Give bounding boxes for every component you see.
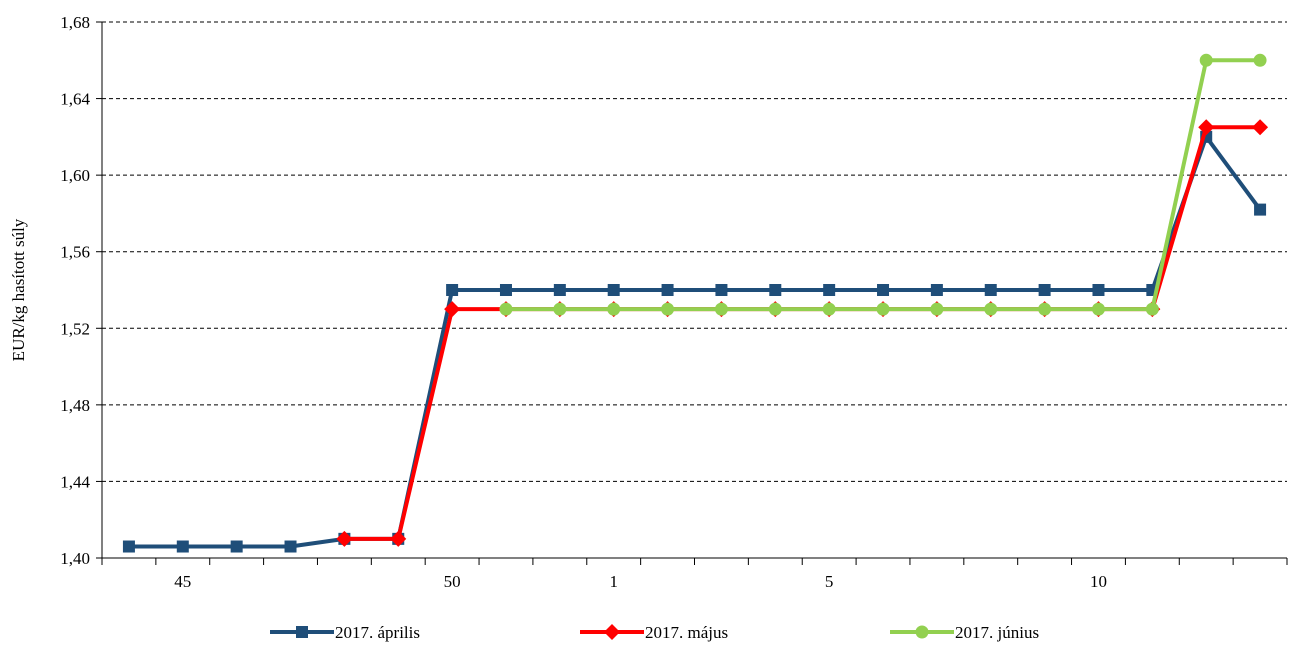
x-tick-label: 50	[444, 572, 461, 591]
data-point	[661, 302, 675, 316]
data-point	[607, 284, 620, 296]
data-point	[877, 284, 890, 296]
series-2	[336, 119, 1269, 547]
y-axis-label: EUR/kg hasított súly	[9, 218, 28, 361]
y-tick-label: 1,52	[60, 319, 90, 338]
y-tick-label: 1,56	[60, 243, 90, 262]
data-point	[553, 284, 566, 296]
data-point	[822, 302, 836, 316]
data-point	[499, 284, 512, 296]
data-point	[1253, 53, 1267, 67]
data-point	[768, 302, 782, 316]
data-point	[607, 302, 621, 316]
data-point	[1145, 302, 1159, 316]
data-point	[390, 530, 407, 547]
data-point	[1038, 302, 1052, 316]
data-point	[284, 540, 297, 553]
data-point	[823, 284, 836, 296]
series-1	[122, 130, 1267, 553]
data-point	[1199, 53, 1213, 67]
data-point	[1091, 302, 1105, 316]
legend-marker	[915, 625, 929, 639]
data-point	[1092, 284, 1105, 296]
y-tick-label: 1,68	[60, 13, 90, 32]
grid-lines	[102, 21, 1287, 482]
y-tick-label: 1,44	[60, 472, 90, 491]
series-group	[122, 53, 1269, 553]
data-point	[553, 302, 567, 316]
x-tick-label: 1	[609, 572, 618, 591]
y-tick-label: 1,60	[60, 166, 90, 185]
data-point	[930, 302, 944, 316]
data-point	[230, 540, 243, 553]
data-point	[876, 302, 890, 316]
legend-label: 2017. április	[335, 623, 420, 642]
data-point	[769, 284, 782, 296]
y-tick-label: 1,64	[60, 90, 90, 109]
data-point	[930, 284, 943, 296]
y-tick-label: 1,40	[60, 549, 90, 568]
x-tick-label: 10	[1090, 572, 1107, 591]
x-tick-label: 5	[825, 572, 834, 591]
data-point	[661, 284, 674, 296]
legend-marker	[296, 626, 308, 638]
legend-item: 2017. április	[270, 623, 420, 642]
data-point	[336, 530, 353, 547]
data-point	[1038, 284, 1051, 296]
data-point	[984, 284, 997, 296]
y-axis-ticks: 1,40 1,44 1,48 1,52 1,56 1,60 1,64 1,68	[60, 13, 102, 568]
legend-marker	[604, 624, 620, 640]
series-line	[128, 134, 1262, 549]
series-3	[499, 53, 1267, 316]
legend-label: 2017. május	[645, 623, 728, 642]
data-point	[176, 540, 189, 553]
x-tick-label: 45	[174, 572, 191, 591]
data-point	[714, 302, 728, 316]
data-point	[1198, 119, 1215, 136]
data-point	[444, 301, 461, 318]
data-point	[122, 540, 135, 553]
legend-label: 2017. június	[955, 623, 1039, 642]
data-point	[984, 302, 998, 316]
data-point	[1252, 119, 1269, 136]
legend-item: 2017. június	[890, 623, 1039, 642]
series-line	[505, 58, 1261, 312]
legend-item: 2017. május	[580, 623, 728, 642]
data-point	[715, 284, 728, 296]
series-line	[344, 125, 1261, 541]
data-point	[1254, 203, 1267, 216]
data-point	[446, 284, 459, 296]
x-axis-ticks: 45 50 1 5 10	[101, 558, 1288, 591]
legend: 2017. április 2017. május 2017. június	[270, 623, 1039, 642]
y-tick-label: 1,48	[60, 396, 90, 415]
data-point	[499, 302, 513, 316]
